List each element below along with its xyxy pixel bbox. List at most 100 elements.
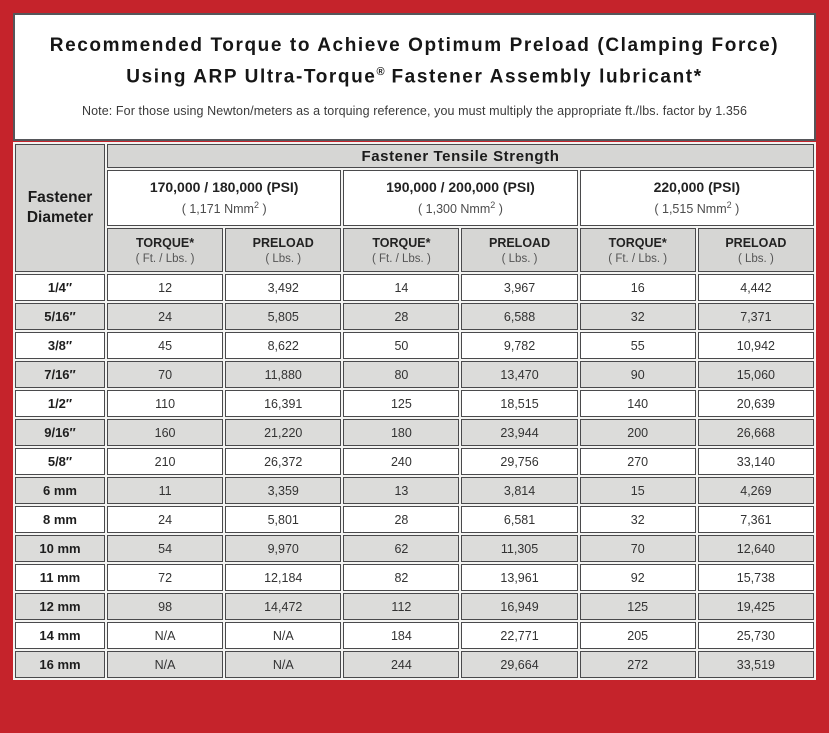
preload-value: 10,942 [697,332,814,359]
preload-value: 14,472 [225,593,342,620]
preload-value: 19,425 [697,593,814,620]
diameter-cell: 10 mm [15,535,105,562]
torque-value: 32 [579,303,696,330]
preload-value: 15,060 [697,361,814,388]
torque-value: 14 [343,274,460,301]
torque-column-header: TORQUE* ( Ft. / Lbs. ) [343,228,460,272]
torque-value: 28 [343,506,460,533]
preload-value: 4,269 [697,477,814,504]
preload-value: 22,771 [461,622,578,649]
preload-column-header: PRELOAD ( Lbs. ) [225,228,342,272]
preload-value: 4,442 [697,274,814,301]
torque-value: 32 [579,506,696,533]
table-row: 8 mm 24 5,801 28 6,581 32 7,361 [15,506,814,533]
diameter-cell: 7/16″ [15,361,105,388]
torque-value: 210 [107,448,224,475]
preload-value: 26,372 [225,448,342,475]
table-row: 10 mm 54 9,970 62 11,305 70 12,640 [15,535,814,562]
torque-value: 62 [343,535,460,562]
table-row: 12 mm 98 14,472 112 16,949 125 19,425 [15,593,814,620]
torque-value: 272 [579,651,696,678]
preload-value: 16,391 [225,390,342,417]
torque-value: 240 [343,448,460,475]
table-row: 14 mm N/A N/A 184 22,771 205 25,730 [15,622,814,649]
title-panel: Recommended Torque to Achieve Optimum Pr… [13,13,816,141]
torque-value: 11 [107,477,224,504]
preload-value: 3,814 [461,477,578,504]
preload-value: 29,664 [461,651,578,678]
table-row: 1/2″ 110 16,391 125 18,515 140 20,639 [15,390,814,417]
torque-value: 54 [107,535,224,562]
preload-value: 8,622 [225,332,342,359]
column-header-row: TORQUE* ( Ft. / Lbs. ) PRELOAD ( Lbs. ) … [15,228,814,272]
table-row: 5/16″ 24 5,805 28 6,588 32 7,371 [15,303,814,330]
preload-value: 3,359 [225,477,342,504]
torque-value: 90 [579,361,696,388]
table-row: 5/8″ 210 26,372 240 29,756 270 33,140 [15,448,814,475]
title-line-2: Using ARP Ultra-Torque [126,66,377,88]
psi-group-190-200: 190,000 / 200,000 (PSI) ( 1,300 Nmm2 ) [343,170,578,226]
diameter-cell: 6 mm [15,477,105,504]
torque-value: 82 [343,564,460,591]
preload-column-header: PRELOAD ( Lbs. ) [697,228,814,272]
table-row: 16 mm N/A N/A 244 29,664 272 33,519 [15,651,814,678]
preload-value: N/A [225,651,342,678]
torque-value: 98 [107,593,224,620]
torque-value: 50 [343,332,460,359]
preload-value: 9,782 [461,332,578,359]
diameter-cell: 16 mm [15,651,105,678]
diameter-cell: 14 mm [15,622,105,649]
title-line-2-end: Fastener Assembly lubricant* [384,66,703,88]
table-row: 1/4″ 12 3,492 14 3,967 16 4,442 [15,274,814,301]
diameter-cell: 5/8″ [15,448,105,475]
preload-value: 5,801 [225,506,342,533]
torque-value: 125 [579,593,696,620]
torque-value: 270 [579,448,696,475]
table-row: 9/16″ 160 21,220 180 23,944 200 26,668 [15,419,814,446]
preload-value: 33,140 [697,448,814,475]
tensile-strength-header: Fastener Tensile Strength [107,144,814,168]
diameter-cell: 1/2″ [15,390,105,417]
torque-value: 15 [579,477,696,504]
torque-value: 80 [343,361,460,388]
torque-value: 13 [343,477,460,504]
preload-value: 26,668 [697,419,814,446]
preload-value: 6,581 [461,506,578,533]
torque-value: 205 [579,622,696,649]
torque-column-header: TORQUE* ( Ft. / Lbs. ) [579,228,696,272]
torque-value: 70 [107,361,224,388]
preload-value: 9,970 [225,535,342,562]
table-row: 11 mm 72 12,184 82 13,961 92 15,738 [15,564,814,591]
torque-value: 70 [579,535,696,562]
preload-value: 7,361 [697,506,814,533]
preload-value: 13,961 [461,564,578,591]
diameter-cell: 11 mm [15,564,105,591]
torque-value: 28 [343,303,460,330]
table-row: 6 mm 11 3,359 13 3,814 15 4,269 [15,477,814,504]
preload-value: N/A [225,622,342,649]
preload-value: 15,738 [697,564,814,591]
torque-value: 16 [579,274,696,301]
torque-value: 55 [579,332,696,359]
preload-value: 16,949 [461,593,578,620]
preload-value: 18,515 [461,390,578,417]
preload-value: 21,220 [225,419,342,446]
torque-value: 112 [343,593,460,620]
diameter-cell: 1/4″ [15,274,105,301]
preload-value: 6,588 [461,303,578,330]
preload-value: 33,519 [697,651,814,678]
torque-table: Fastener Diameter Fastener Tensile Stren… [13,142,816,680]
torque-value: 244 [343,651,460,678]
torque-value: 24 [107,303,224,330]
torque-value: 24 [107,506,224,533]
psi-group-170-180: 170,000 / 180,000 (PSI) ( 1,171 Nmm2 ) [107,170,342,226]
preload-value: 5,805 [225,303,342,330]
preload-value: 7,371 [697,303,814,330]
torque-value: 160 [107,419,224,446]
diameter-cell: 12 mm [15,593,105,620]
torque-value: 140 [579,390,696,417]
torque-value: 180 [343,419,460,446]
diameter-cell: 8 mm [15,506,105,533]
torque-value: 12 [107,274,224,301]
preload-value: 29,756 [461,448,578,475]
